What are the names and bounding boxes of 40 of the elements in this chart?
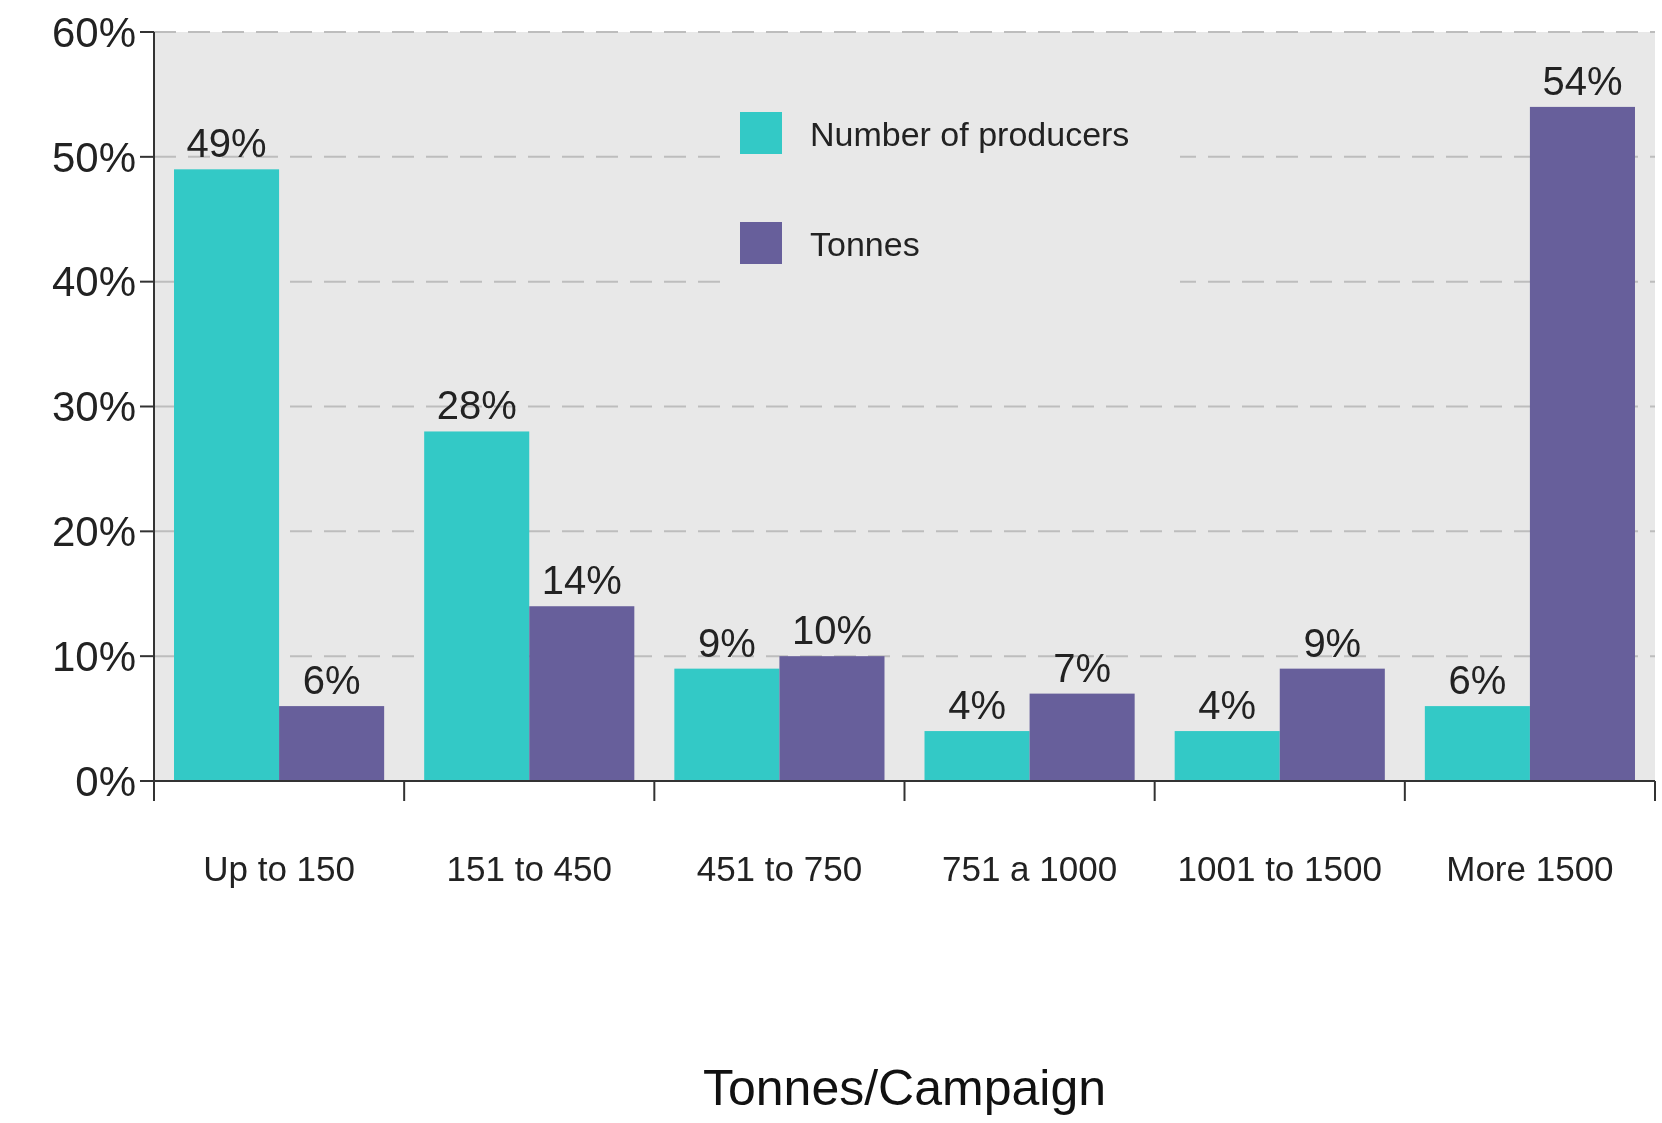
data-label: 28% — [436, 383, 517, 428]
bar — [1029, 693, 1135, 781]
x-tick-label: 451 to 750 — [696, 849, 863, 888]
y-tick-label: 50% — [51, 133, 136, 181]
x-tick-label: Up to 150 — [203, 849, 355, 888]
bar — [924, 731, 1030, 781]
bar — [779, 656, 885, 781]
y-tick-label: 40% — [51, 258, 136, 306]
y-tick-label: 0% — [75, 757, 136, 805]
y-tick-label: 60% — [51, 8, 136, 56]
data-label: 9% — [697, 620, 756, 665]
data-label: 54% — [1542, 58, 1623, 103]
x-tick-label: More 1500 — [1446, 849, 1614, 888]
legend-label: Number of producers — [810, 115, 1130, 153]
bar — [424, 431, 530, 781]
data-label: 49% — [186, 121, 267, 166]
x-tick-label: 151 to 450 — [446, 849, 612, 888]
data-label: 10% — [791, 608, 872, 653]
x-axis-title: Tonnes/Campaign — [702, 1060, 1107, 1116]
x-tick-label: 1001 to 1500 — [1177, 849, 1382, 888]
bar — [174, 169, 280, 781]
bar — [1529, 106, 1635, 781]
data-label: 6% — [302, 658, 361, 703]
data-label: 6% — [1448, 658, 1507, 703]
y-tick-label: 10% — [51, 632, 136, 680]
bar — [529, 606, 635, 781]
data-label: 9% — [1303, 620, 1362, 665]
y-tick-label: 20% — [51, 508, 136, 556]
data-label: 14% — [541, 558, 622, 603]
data-label: 4% — [1198, 683, 1257, 728]
bar — [1424, 706, 1530, 781]
bar — [279, 706, 385, 781]
y-tick-label: 30% — [51, 383, 136, 431]
bar — [674, 668, 780, 781]
x-tick-label: 751 a 1000 — [942, 849, 1118, 888]
data-label: 7% — [1053, 645, 1112, 690]
bar — [1279, 668, 1385, 781]
data-label: 4% — [948, 683, 1006, 728]
bar — [1174, 731, 1280, 781]
legend-label: Tonnes — [810, 225, 920, 263]
